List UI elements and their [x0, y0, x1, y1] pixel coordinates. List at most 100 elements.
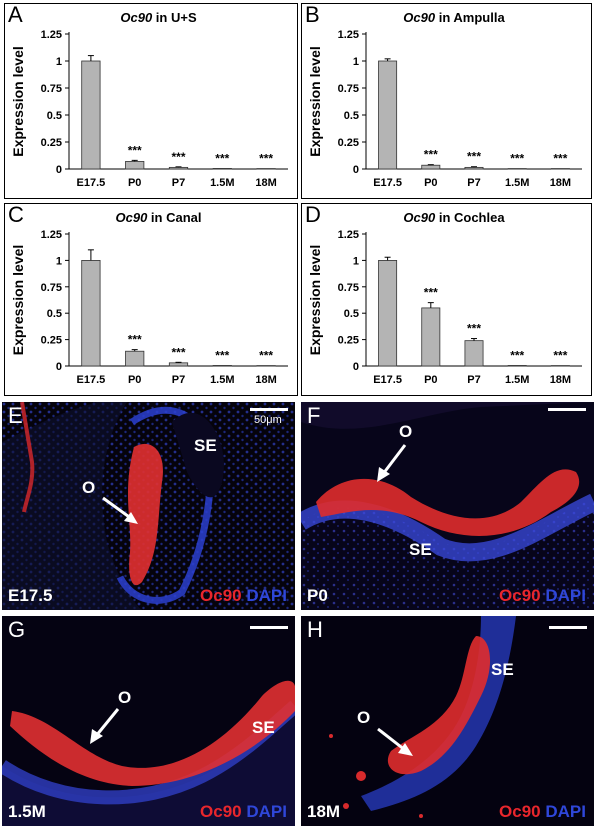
panel-letter: E: [8, 403, 23, 428]
micrograph-h: H SE O 18M Oc90 DAPI: [301, 616, 594, 826]
bar: [421, 164, 441, 170]
stage-label: 1.5M: [8, 802, 46, 821]
x-tick-label: 1.5M: [210, 374, 234, 386]
stain-legend: Oc90 DAPI: [200, 802, 287, 822]
x-tick-label: 18M: [255, 177, 276, 189]
bar: [464, 340, 484, 367]
y-tick-label: 1.25: [338, 29, 359, 41]
gene-name: Oc90: [403, 210, 436, 225]
marker-label: Oc90: [200, 586, 242, 605]
label-o: O: [82, 478, 96, 497]
bar: [421, 307, 441, 367]
panel-letter: F: [307, 403, 321, 428]
y-tick-label: 1: [56, 56, 62, 68]
panel-letter: A: [8, 2, 23, 27]
title-suffix: in Canal: [147, 210, 201, 225]
x-tick-label: P0: [424, 177, 437, 189]
y-tick-label: 0.25: [338, 335, 359, 347]
panel-letter: B: [305, 2, 320, 27]
bar: [378, 60, 398, 170]
significance-label: ***: [467, 322, 481, 336]
stain-label: DAPI: [545, 586, 586, 605]
gene-name: Oc90: [403, 10, 436, 25]
stain-legend: Oc90 DAPI: [499, 802, 586, 822]
bar: [550, 168, 570, 170]
x-tick-label: P0: [128, 374, 141, 386]
significance-label: ***: [510, 152, 524, 166]
panel-letter: G: [8, 617, 26, 642]
bar: [212, 365, 232, 367]
x-tick-label: E17.5: [373, 177, 402, 189]
x-tick-label: 1.5M: [505, 177, 529, 189]
bar: [81, 260, 101, 367]
y-tick-label: 0: [353, 361, 359, 373]
significance-label: ***: [424, 286, 438, 300]
x-tick-label: E17.5: [373, 374, 402, 386]
bar: [81, 60, 101, 170]
y-tick-label: 1: [353, 255, 359, 267]
stain-legend: Oc90 DAPI: [499, 586, 586, 606]
x-tick-label: 18M: [255, 374, 276, 386]
label-o: O: [118, 688, 132, 707]
label-se: SE: [252, 718, 275, 737]
tissue-image: [301, 616, 594, 826]
arrow-icon: [90, 708, 120, 744]
bar: [212, 168, 232, 170]
chart-title: Oc90 in U+S: [120, 10, 197, 25]
gene-name: Oc90: [116, 210, 149, 225]
significance-label: ***: [215, 348, 229, 362]
scale-bar: [250, 408, 288, 411]
chart-panel-c: Oc90 in Canal Expression level 0 0.25 0.5 0.7…: [4, 203, 298, 396]
bar-chart: Oc90 in Ampulla Expression level 0 0.25 0.5 0…: [307, 10, 582, 189]
y-tick-label: 1.25: [41, 229, 62, 241]
marker-label: Oc90: [499, 802, 541, 821]
bar: [550, 365, 570, 367]
chart-title: Oc90 in Cochlea: [403, 210, 505, 225]
label-o: O: [399, 422, 413, 441]
significance-label: ***: [510, 348, 524, 362]
y-tick-label: 1.25: [41, 29, 62, 41]
y-tick-label: 0.25: [338, 137, 359, 149]
significance-label: ***: [171, 345, 185, 359]
y-tick-label: 0.5: [344, 308, 359, 320]
scale-bar: [548, 408, 586, 411]
title-suffix: in U+S: [152, 10, 197, 25]
bar: [464, 166, 484, 170]
significance-label: ***: [259, 349, 273, 363]
tissue-image: [2, 616, 295, 826]
bar-chart: Oc90 in Cochlea Expression level 0 0.25 0.5 0…: [307, 210, 582, 386]
x-tick-label: E17.5: [77, 374, 106, 386]
bar: [256, 168, 276, 170]
x-tick-label: P7: [467, 177, 480, 189]
stage-label: 18M: [307, 802, 341, 821]
significance-label: ***: [259, 152, 273, 166]
stage-label: E17.5: [8, 586, 53, 605]
y-axis-label: Expression level: [10, 46, 26, 157]
x-tick-label: 18M: [550, 374, 571, 386]
micrograph-f: F O SE P0 Oc90 DAPI: [301, 402, 594, 610]
micrograph-g: G O SE 1.5M Oc90 DAPI: [2, 616, 295, 826]
panel-letter: D: [305, 202, 321, 227]
label-se: SE: [194, 436, 217, 455]
y-axis-label: Expression level: [10, 245, 26, 356]
marker-label: Oc90: [200, 802, 242, 821]
bar: [256, 365, 276, 367]
y-tick-label: 0.75: [41, 83, 62, 95]
marker-label: Oc90: [499, 586, 541, 605]
bar: [125, 161, 145, 170]
bar: [507, 365, 527, 367]
bar: [125, 350, 145, 367]
chart-title: Oc90 in Ampulla: [403, 10, 505, 25]
y-tick-label: 0.25: [41, 137, 62, 149]
stain-label: DAPI: [246, 586, 287, 605]
arrow-icon: [377, 727, 413, 756]
x-tick-label: P0: [128, 177, 141, 189]
y-tick-label: 0.75: [41, 282, 62, 294]
significance-label: ***: [424, 148, 438, 162]
bar: [507, 168, 527, 170]
significance-label: ***: [171, 150, 185, 164]
stage-label: P0: [307, 586, 328, 605]
title-suffix: in Cochlea: [435, 210, 505, 225]
label-se: SE: [409, 540, 432, 559]
scale-bar: [250, 626, 288, 629]
